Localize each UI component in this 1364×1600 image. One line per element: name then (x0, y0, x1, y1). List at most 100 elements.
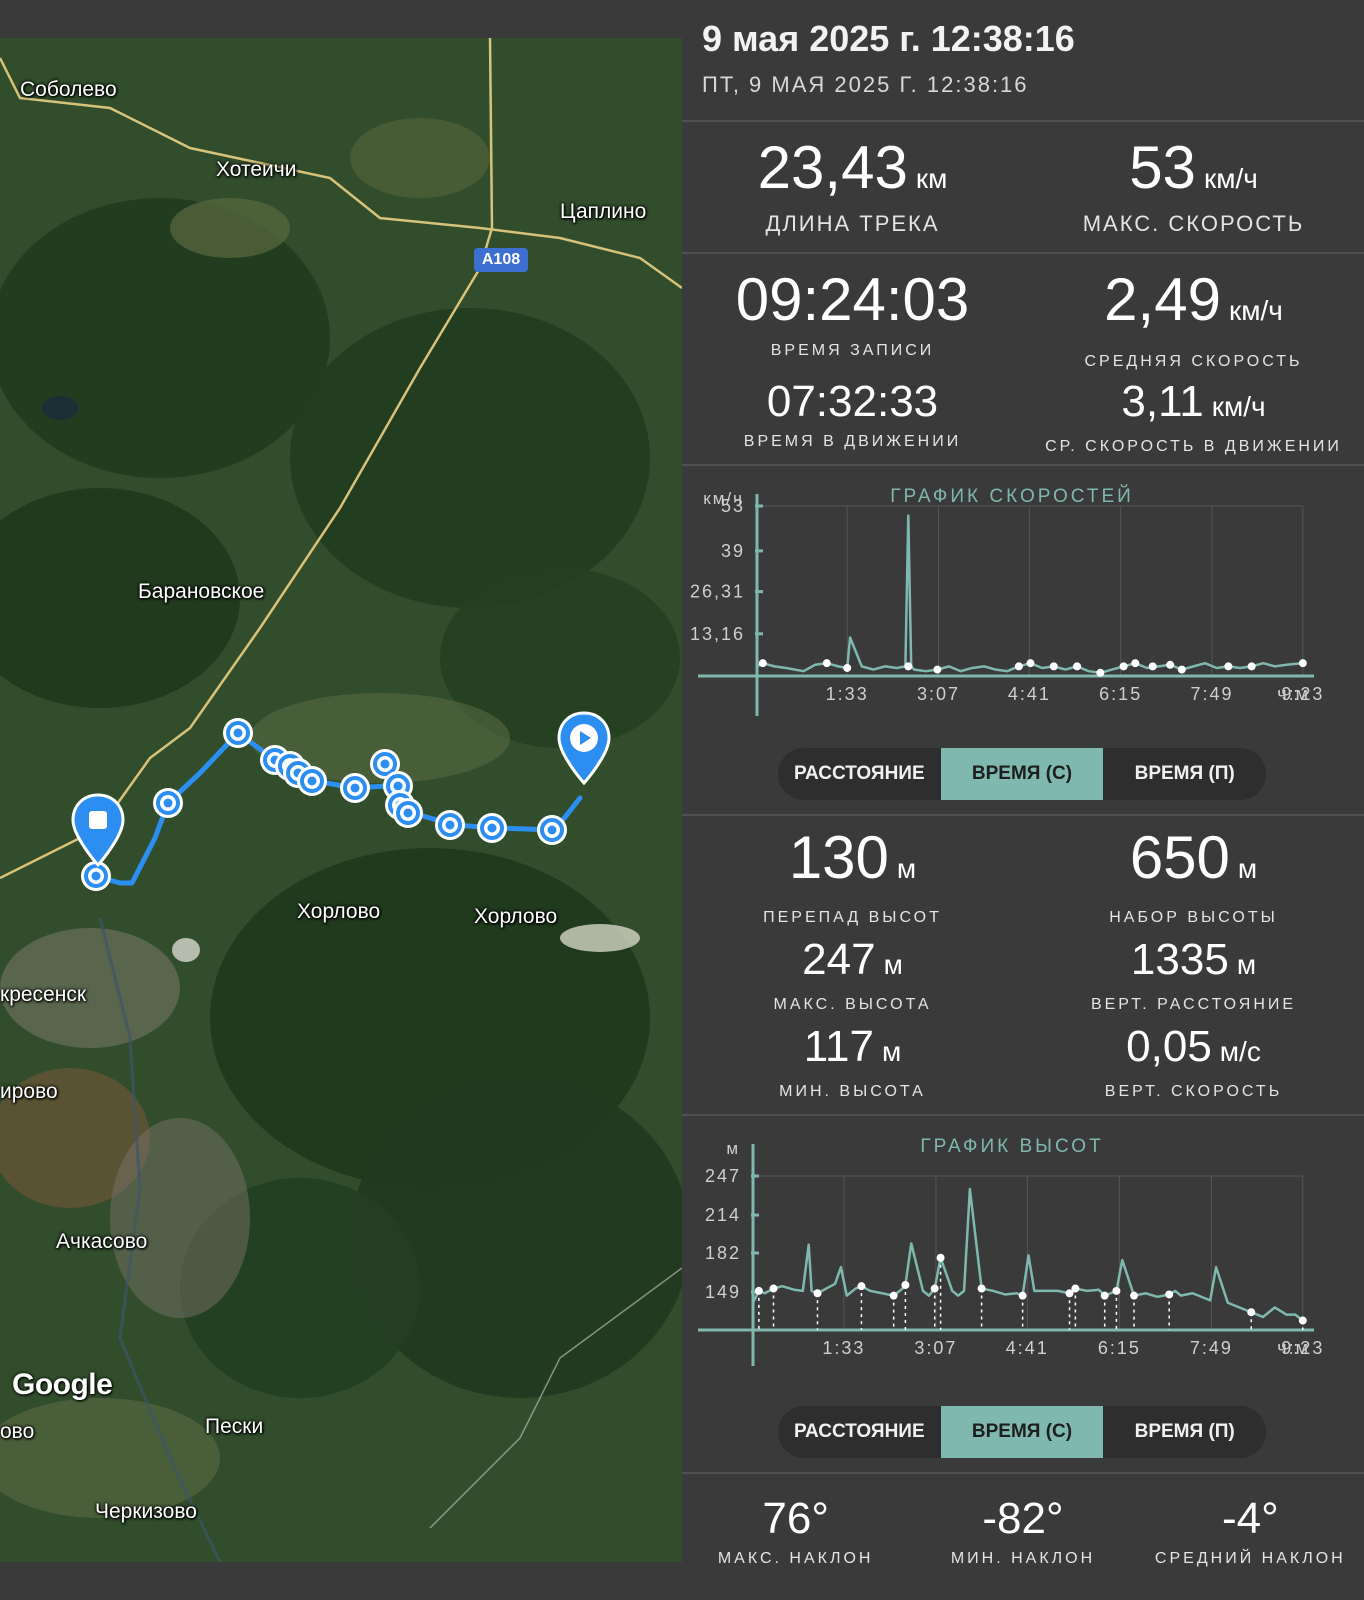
stat-avg-slope: -4° СРЕДНИЙ НАКЛОН (1137, 1494, 1364, 1568)
data-point (813, 1289, 822, 1298)
data-point (769, 1284, 778, 1293)
stat-record-time: 09:24:03 ВРЕМЯ ЗАПИСИ (682, 268, 1023, 371)
x-axis-label: ч:м (1277, 684, 1310, 704)
y-tick-label: 39 (721, 541, 745, 561)
speed-chart: ГРАФИК СКОРОСТЕЙ км/ч53 39 26,31 13,16 1:33 3:… (690, 485, 1322, 716)
data-point (1148, 662, 1157, 671)
data-point (1014, 662, 1023, 671)
google-logo: Google (12, 1368, 113, 1401)
stat-elev-diff: 130 м ПЕРЕПАД ВЫСОТ (682, 826, 1023, 927)
stat-track-length: 23,43 км ДЛИНА ТРЕКА (682, 136, 1023, 237)
map-place-label: Хотеичи (216, 158, 297, 181)
stat-value: 1335 (1130, 935, 1229, 984)
map-place-label: Ачкасово (56, 1230, 148, 1253)
y-axis-label: км/ч (703, 489, 744, 508)
toggle-distance[interactable]: РАССТОЯНИЕ (794, 1421, 925, 1442)
data-point (1026, 659, 1035, 668)
track-subtitle: ПТ, 9 МАЯ 2025 Г. 12:38:16 (702, 72, 1029, 97)
stat-unit: км (915, 163, 948, 194)
stat-value: 53 (1129, 134, 1196, 201)
y-tick-label: 182 (705, 1243, 741, 1263)
y-tick-label: 53 (721, 496, 745, 516)
x-tick-label: 1:33 (822, 1338, 865, 1358)
stat-vert-dist: 1335 м ВЕРТ. РАССТОЯНИЕ (1023, 935, 1364, 1014)
stat-label: ПЕРЕПАД ВЫСОТ (763, 909, 942, 926)
x-axis-label: ч:м (1277, 1338, 1310, 1358)
stat-value: -82° (982, 1494, 1064, 1543)
toggle-time-p[interactable]: ВРЕМЯ (П) (1134, 763, 1235, 784)
stat-moving-time: 07:32:33 ВРЕМЯ В ДВИЖЕНИИ (682, 377, 1023, 456)
stat-label: ВРЕМЯ ЗАПИСИ (770, 342, 935, 359)
stat-vert-speed: 0,05 м/с ВЕРТ. СКОРОСТЬ (1023, 1022, 1364, 1101)
map-view[interactable]: Соболево Хотеичи Цаплино Барановское Хор… (0, 38, 682, 1562)
y-tick-label: 247 (705, 1166, 741, 1186)
speed-chart-axis-toggle[interactable]: РАССТОЯНИЕ ВРЕМЯ (С) ВРЕМЯ (П) (778, 748, 1266, 800)
data-point (1247, 1308, 1256, 1317)
data-point (1247, 662, 1256, 671)
stat-unit: м (1237, 853, 1258, 884)
toggle-time-p[interactable]: ВРЕМЯ (П) (1134, 1421, 1235, 1442)
data-point (1166, 660, 1175, 669)
x-tick-label: 6:15 (1098, 1338, 1141, 1358)
data-point (1130, 1291, 1139, 1300)
stat-value: 247 (802, 935, 876, 984)
stat-max-speed: 53 км/ч МАКС. СКОРОСТЬ (1023, 136, 1364, 237)
x-tick-label: 7:49 (1191, 684, 1234, 704)
x-tick-label: 6:15 (1099, 684, 1142, 704)
x-tick-label: 4:41 (1008, 684, 1051, 704)
data-point (1298, 1316, 1307, 1325)
toggle-time-s[interactable]: ВРЕМЯ (С) (940, 748, 1104, 800)
stats-time-speed: 09:24:03 ВРЕМЯ ЗАПИСИ 2,49 км/ч СРЕДНЯЯ С… (682, 254, 1364, 466)
stat-max-elev: 247 м МАКС. ВЫСОТА (682, 935, 1023, 1014)
stat-value: 650 (1129, 824, 1230, 891)
data-point (1224, 662, 1233, 671)
stat-label: МИН. ВЫСОТА (779, 1083, 926, 1100)
track-header: 9 мая 2025 г. 12:38:16 ПТ, 9 МАЯ 2025 Г.… (682, 0, 1364, 122)
waypoint-marker[interactable] (81, 861, 111, 891)
stat-label: ВЕРТ. СКОРОСТЬ (1104, 1083, 1283, 1100)
stat-unit: км/ч (1211, 391, 1266, 422)
waypoint-marker[interactable] (435, 810, 465, 840)
y-tick-label: 13,16 (690, 624, 745, 644)
stat-label: МАКС. СКОРОСТЬ (1082, 211, 1305, 236)
stat-unit: м (881, 1036, 902, 1067)
stat-label: МИН. НАКЛОН (950, 1550, 1096, 1567)
stat-unit: м (883, 949, 903, 980)
stat-min-slope: -82° МИН. НАКЛОН (909, 1494, 1136, 1568)
data-point (1049, 662, 1058, 671)
elevation-chart-axis-toggle[interactable]: РАССТОЯНИЕ ВРЕМЯ (С) ВРЕМЯ (П) (778, 1406, 1266, 1458)
data-point (977, 1284, 986, 1293)
map-place-label: Хорлово (474, 905, 558, 928)
data-point (1073, 662, 1082, 671)
stat-value: 76° (762, 1494, 829, 1543)
waypoint-marker[interactable] (223, 718, 253, 748)
series-line (751, 1187, 1304, 1322)
toggle-time-s[interactable]: ВРЕМЯ (С) (940, 1406, 1104, 1458)
data-point (1071, 1284, 1080, 1293)
map-place-label: Барановское (138, 580, 265, 603)
stat-min-elev: 117 м МИН. ВЫСОТА (682, 1022, 1023, 1101)
waypoint-marker[interactable] (537, 815, 567, 845)
chart-title: ГРАФИК ВЫСОТ (920, 1136, 1103, 1157)
x-tick-label: 3:07 (917, 684, 960, 704)
y-tick-label: 214 (705, 1205, 741, 1225)
waypoint-marker[interactable] (153, 788, 183, 818)
stat-elev-gain: 650 м НАБОР ВЫСОТЫ (1023, 826, 1364, 927)
stat-value: 2,49 (1104, 266, 1221, 333)
waypoint-marker[interactable] (477, 813, 507, 843)
data-point (1298, 659, 1307, 668)
x-tick-label: 1:33 (826, 684, 869, 704)
waypoint-marker[interactable] (297, 766, 327, 796)
stop-marker-icon[interactable] (70, 793, 126, 868)
waypoint-marker[interactable] (393, 798, 423, 828)
data-point (857, 1282, 866, 1291)
map-place-label: Черкизово (95, 1500, 197, 1523)
data-point (933, 665, 942, 674)
waypoint-marker[interactable] (370, 749, 400, 779)
x-tick-label: 3:07 (914, 1338, 957, 1358)
toggle-distance[interactable]: РАССТОЯНИЕ (794, 763, 925, 784)
stat-label: СРЕДНИЙ НАКЛОН (1154, 1550, 1346, 1567)
play-marker-icon[interactable] (556, 711, 612, 786)
stat-value: 23,43 (757, 134, 908, 201)
waypoint-marker[interactable] (340, 773, 370, 803)
